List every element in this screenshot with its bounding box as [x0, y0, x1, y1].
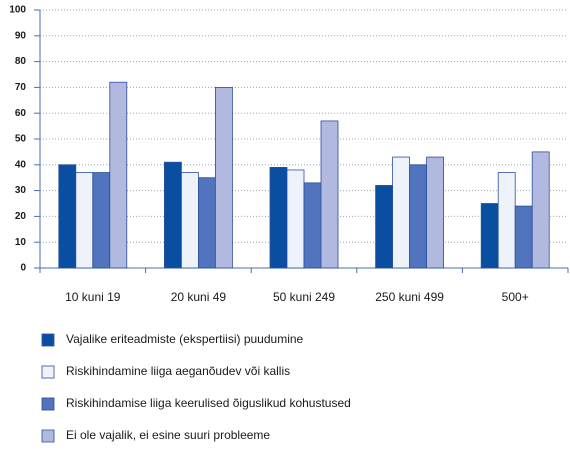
- y-tick-label: 20: [15, 211, 27, 222]
- y-tick-label: 50: [15, 134, 27, 145]
- bar: [514, 205, 533, 269]
- bar: [286, 169, 305, 269]
- bar: [180, 172, 199, 269]
- x-tick-label: 10 kuni 19: [65, 290, 121, 304]
- bar: [269, 166, 288, 269]
- bar: [531, 151, 550, 269]
- x-tick-label: 500+: [502, 290, 529, 304]
- y-tick-label: 70: [15, 82, 27, 93]
- bar: [109, 81, 128, 269]
- y-tick-label: 40: [15, 159, 27, 170]
- legend-swatch: [41, 429, 55, 443]
- y-tick-label: 80: [15, 56, 27, 67]
- legend-swatch: [41, 397, 55, 411]
- legend-label: Ei ole vajalik, ei esine suuri probleeme: [66, 428, 270, 442]
- legend-label: Riskihindamine liiga aeganõudev või kall…: [66, 364, 290, 378]
- bar: [197, 177, 216, 269]
- bar: [163, 161, 182, 269]
- y-tick-label: 0: [20, 263, 26, 274]
- y-tick-label: 100: [9, 5, 26, 16]
- legend-swatch: [41, 333, 55, 347]
- bar: [497, 172, 516, 269]
- x-tick-label: 50 kuni 249: [273, 290, 335, 304]
- bar: [375, 185, 394, 269]
- x-tick-label: 250 kuni 499: [375, 290, 444, 304]
- legend-swatch: [41, 365, 55, 379]
- bar: [58, 164, 77, 269]
- bar: [92, 172, 111, 269]
- bar: [392, 156, 411, 269]
- y-tick-label: 90: [15, 30, 27, 41]
- bar: [303, 182, 322, 269]
- bar: [75, 172, 94, 269]
- x-tick-label: 20 kuni 49: [171, 290, 227, 304]
- bar: [320, 120, 339, 269]
- bar: [480, 203, 499, 269]
- legend-label: Vajalike eriteadmiste (ekspertiisi) puud…: [66, 332, 304, 346]
- bar: [426, 156, 445, 269]
- legend-label: Riskihindamise liiga keerulised õiguslik…: [66, 396, 351, 410]
- bar: [409, 164, 428, 269]
- y-tick-label: 60: [15, 108, 27, 119]
- y-tick-label: 10: [15, 237, 27, 248]
- bar: [214, 87, 233, 269]
- y-tick-label: 30: [15, 185, 27, 196]
